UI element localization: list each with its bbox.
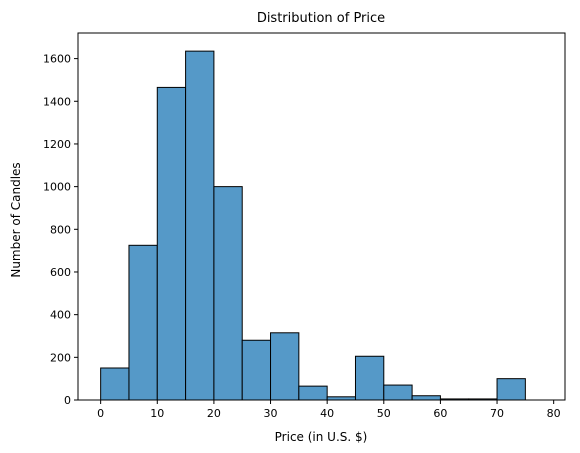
- y-tick-label: 400: [50, 309, 71, 322]
- histogram-bar: [270, 332, 300, 401]
- y-axis-label: Number of Candles: [9, 162, 23, 277]
- y-tick-label: 800: [50, 223, 71, 236]
- x-tick-label: 70: [490, 407, 504, 420]
- x-axis-ticks: 0 10 20 30 40 50 60 70 80: [97, 400, 561, 420]
- histogram-bar: [241, 339, 272, 401]
- y-tick-label: 600: [50, 266, 71, 279]
- x-axis-label: Price (in U.S. $): [275, 430, 368, 444]
- x-tick-label: 0: [97, 407, 104, 420]
- x-tick-label: 30: [264, 407, 278, 420]
- chart-title: Distribution of Price: [257, 11, 385, 26]
- histogram-bar: [411, 395, 441, 401]
- y-tick-label: 1400: [43, 95, 71, 108]
- histogram-bar: [298, 385, 328, 401]
- histogram-bar: [128, 244, 158, 401]
- x-tick-label: 60: [433, 407, 447, 420]
- y-axis-ticks: 0 200 400 600 800 1000 1200 1400 1600: [43, 53, 78, 407]
- histogram-bar: [496, 378, 526, 401]
- y-tick-label: 0: [64, 394, 71, 407]
- y-tick-label: 1600: [43, 53, 71, 66]
- plot-frame: [77, 32, 566, 401]
- histogram-bar: [213, 186, 243, 401]
- x-tick-label: 50: [377, 407, 391, 420]
- y-tick-label: 1200: [43, 138, 71, 151]
- histogram-bar: [100, 367, 130, 401]
- y-tick-label: 200: [50, 351, 71, 364]
- x-tick-label: 80: [547, 407, 561, 420]
- x-tick-label: 20: [207, 407, 221, 420]
- x-tick-label: 40: [320, 407, 334, 420]
- histogram-bar: [354, 355, 385, 401]
- histogram-bar: [156, 86, 187, 401]
- histogram-bar: [383, 384, 413, 401]
- histogram-bar: [185, 50, 215, 401]
- x-tick-label: 10: [150, 407, 164, 420]
- bars-group: [100, 50, 526, 401]
- y-tick-label: 1000: [43, 181, 71, 194]
